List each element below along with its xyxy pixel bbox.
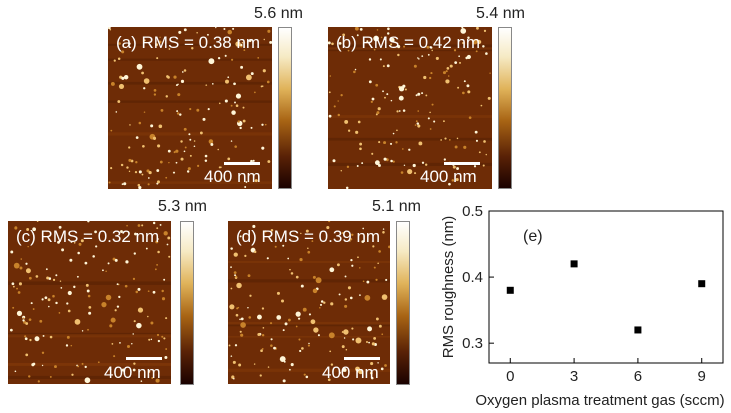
x-tick-label: 6 xyxy=(634,368,642,385)
afm-image-d: (d) RMS = 0.39 nm 400 nm xyxy=(228,221,390,384)
colorbar-max-d: 5.1 nm xyxy=(372,198,421,215)
y-axis-label: RMS roughness (nm) xyxy=(440,216,457,359)
scale-bar-a xyxy=(224,162,260,165)
x-tick-label: 3 xyxy=(570,368,578,385)
colorbar-d xyxy=(396,221,410,385)
scale-bar-d xyxy=(344,357,380,360)
colorbar-max-c: 5.3 nm xyxy=(158,198,207,215)
x-tick-label: 9 xyxy=(698,368,706,385)
rms-label-b: (b) RMS = 0.42 nm xyxy=(336,33,481,52)
data-point xyxy=(634,326,642,334)
colorbar-a xyxy=(278,27,292,189)
scale-label-a: 400 nm xyxy=(204,167,261,186)
panel-e-label: (e) xyxy=(523,228,543,245)
scale-bar-c xyxy=(126,357,162,360)
y-tick-label: 0.4 xyxy=(462,269,483,286)
scale-label-d: 400 nm xyxy=(322,363,379,382)
data-point xyxy=(506,286,514,294)
colorbar-max-a: 5.6 nm xyxy=(254,5,303,22)
y-tick-label: 0.5 xyxy=(462,205,483,220)
x-tick-label: 0 xyxy=(506,368,514,385)
scale-label-c: 400 nm xyxy=(104,363,161,382)
rms-label-d: (d) RMS = 0.39 nm xyxy=(236,227,381,246)
data-point xyxy=(570,260,578,268)
scale-label-b: 400 nm xyxy=(420,167,477,186)
colorbar-b xyxy=(498,27,512,189)
rms-label-c: (c) RMS = 0.32 nm xyxy=(16,227,160,246)
scale-bar-b xyxy=(444,162,480,165)
afm-image-a: (a) RMS = 0.38 nm 400 nm xyxy=(108,27,272,189)
rms-scatter-chart: 0 3 6 9 0.3 0.4 0.5 (e) Oxygen plasma treatment … xyxy=(440,205,725,408)
data-point xyxy=(698,280,706,288)
x-axis-label: Oxygen plasma treatment gas (sccm) xyxy=(475,392,724,408)
plot-frame xyxy=(488,210,724,364)
rms-label-a: (a) RMS = 0.38 nm xyxy=(116,33,261,52)
colorbar-c xyxy=(180,221,194,385)
y-tick-label: 0.3 xyxy=(462,335,483,352)
afm-image-c: (c) RMS = 0.32 nm 400 nm xyxy=(8,221,171,384)
afm-image-b: (b) RMS = 0.42 nm 400 nm xyxy=(328,27,492,189)
colorbar-max-b: 5.4 nm xyxy=(476,5,525,22)
